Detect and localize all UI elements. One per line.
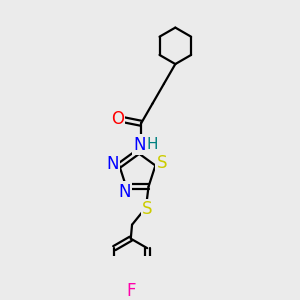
Text: N: N — [134, 136, 146, 154]
Text: F: F — [126, 282, 136, 300]
Text: S: S — [142, 200, 152, 218]
Text: N: N — [118, 183, 130, 201]
Text: H: H — [146, 137, 158, 152]
Text: N: N — [106, 155, 118, 173]
Text: S: S — [157, 154, 167, 172]
Text: O: O — [111, 110, 124, 128]
